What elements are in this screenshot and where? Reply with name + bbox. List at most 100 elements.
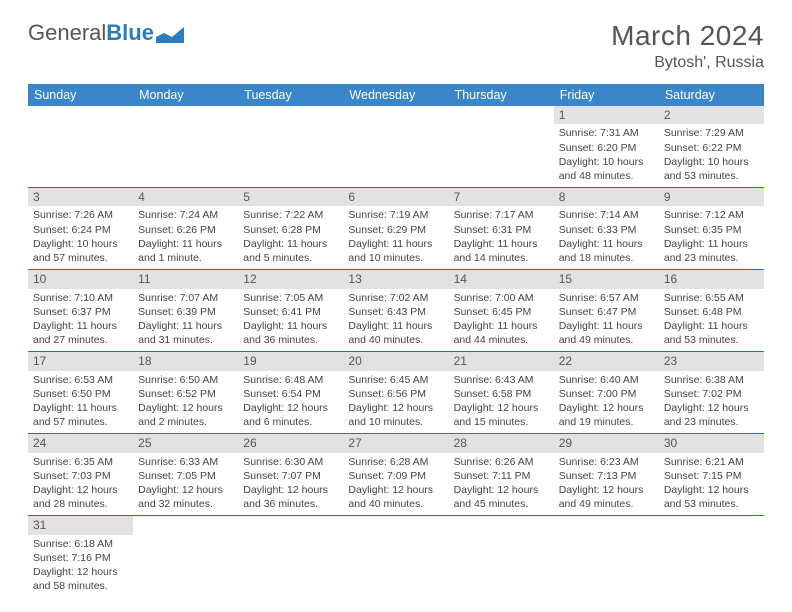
day-header: Friday — [554, 84, 659, 106]
day-info: Sunrise: 6:33 AMSunset: 7:05 PMDaylight:… — [133, 453, 238, 516]
day-info-line: Sunset: 6:52 PM — [138, 387, 233, 401]
calendar-cell: 22Sunrise: 6:40 AMSunset: 7:00 PMDayligh… — [554, 352, 659, 434]
calendar-row: 24Sunrise: 6:35 AMSunset: 7:03 PMDayligh… — [28, 434, 764, 516]
day-number: 11 — [133, 270, 238, 288]
day-info-line: Sunrise: 6:48 AM — [243, 373, 338, 387]
month-title: March 2024 — [611, 20, 764, 52]
day-info-line: Sunset: 6:58 PM — [454, 387, 549, 401]
day-number: 9 — [659, 188, 764, 206]
calendar-cell: 21Sunrise: 6:43 AMSunset: 6:58 PMDayligh… — [449, 352, 554, 434]
calendar-cell — [343, 106, 448, 188]
day-info: Sunrise: 6:18 AMSunset: 7:16 PMDaylight:… — [28, 535, 133, 598]
day-info-line: and 53 minutes. — [664, 333, 759, 347]
day-info-line: Daylight: 12 hours — [33, 565, 128, 579]
day-info-line: and 23 minutes. — [664, 251, 759, 265]
day-number: 18 — [133, 352, 238, 370]
day-info-line: Daylight: 11 hours — [33, 401, 128, 415]
day-info: Sunrise: 7:24 AMSunset: 6:26 PMDaylight:… — [133, 206, 238, 269]
day-info-line: Daylight: 12 hours — [664, 483, 759, 497]
day-info-line: Sunset: 7:02 PM — [664, 387, 759, 401]
day-info: Sunrise: 7:14 AMSunset: 6:33 PMDaylight:… — [554, 206, 659, 269]
calendar-cell: 23Sunrise: 6:38 AMSunset: 7:02 PMDayligh… — [659, 352, 764, 434]
day-number: 20 — [343, 352, 448, 370]
logo-text-a: General — [28, 20, 106, 46]
day-info-line: Sunrise: 6:40 AM — [559, 373, 654, 387]
day-number: 30 — [659, 434, 764, 452]
day-info-line: Sunrise: 7:07 AM — [138, 291, 233, 305]
day-info-line: Daylight: 11 hours — [138, 319, 233, 333]
day-header: Tuesday — [238, 84, 343, 106]
day-info-line: and 57 minutes. — [33, 251, 128, 265]
day-info-line: Daylight: 11 hours — [559, 319, 654, 333]
day-info-line: Sunset: 7:11 PM — [454, 469, 549, 483]
day-info-line: Sunset: 6:50 PM — [33, 387, 128, 401]
day-info: Sunrise: 7:07 AMSunset: 6:39 PMDaylight:… — [133, 289, 238, 352]
day-info-line: Sunrise: 7:12 AM — [664, 208, 759, 222]
day-info-line: and 40 minutes. — [348, 497, 443, 511]
calendar-cell — [343, 516, 448, 598]
calendar-cell: 6Sunrise: 7:19 AMSunset: 6:29 PMDaylight… — [343, 188, 448, 270]
calendar-cell: 29Sunrise: 6:23 AMSunset: 7:13 PMDayligh… — [554, 434, 659, 516]
day-header: Sunday — [28, 84, 133, 106]
day-info: Sunrise: 6:38 AMSunset: 7:02 PMDaylight:… — [659, 371, 764, 434]
day-number: 22 — [554, 352, 659, 370]
title-block: March 2024 Bytosh', Russia — [611, 20, 764, 72]
day-info-line: Sunrise: 7:10 AM — [33, 291, 128, 305]
calendar-row: 10Sunrise: 7:10 AMSunset: 6:37 PMDayligh… — [28, 270, 764, 352]
day-info-line: Sunrise: 6:55 AM — [664, 291, 759, 305]
calendar-cell: 27Sunrise: 6:28 AMSunset: 7:09 PMDayligh… — [343, 434, 448, 516]
day-info: Sunrise: 7:05 AMSunset: 6:41 PMDaylight:… — [238, 289, 343, 352]
calendar-cell: 11Sunrise: 7:07 AMSunset: 6:39 PMDayligh… — [133, 270, 238, 352]
day-header-row: Sunday Monday Tuesday Wednesday Thursday… — [28, 84, 764, 106]
day-info-line: Sunset: 6:20 PM — [559, 141, 654, 155]
calendar-cell: 10Sunrise: 7:10 AMSunset: 6:37 PMDayligh… — [28, 270, 133, 352]
day-info-line: Sunrise: 6:18 AM — [33, 537, 128, 551]
logo-text-b: Blue — [106, 20, 154, 46]
day-info: Sunrise: 6:45 AMSunset: 6:56 PMDaylight:… — [343, 371, 448, 434]
day-info-line: Daylight: 10 hours — [664, 155, 759, 169]
day-info-line: Sunrise: 7:24 AM — [138, 208, 233, 222]
day-info-line: and 31 minutes. — [138, 333, 233, 347]
day-info-line: Sunrise: 6:57 AM — [559, 291, 654, 305]
day-info-line: Daylight: 11 hours — [454, 237, 549, 251]
day-number: 6 — [343, 188, 448, 206]
day-info: Sunrise: 6:21 AMSunset: 7:15 PMDaylight:… — [659, 453, 764, 516]
day-info: Sunrise: 6:26 AMSunset: 7:11 PMDaylight:… — [449, 453, 554, 516]
day-info-line: Daylight: 12 hours — [243, 401, 338, 415]
day-info: Sunrise: 6:50 AMSunset: 6:52 PMDaylight:… — [133, 371, 238, 434]
day-info-line: and 23 minutes. — [664, 415, 759, 429]
day-info-line: Daylight: 11 hours — [348, 237, 443, 251]
day-info-line: and 6 minutes. — [243, 415, 338, 429]
day-info: Sunrise: 7:26 AMSunset: 6:24 PMDaylight:… — [28, 206, 133, 269]
calendar-cell: 31Sunrise: 6:18 AMSunset: 7:16 PMDayligh… — [28, 516, 133, 598]
calendar-cell: 18Sunrise: 6:50 AMSunset: 6:52 PMDayligh… — [133, 352, 238, 434]
day-info-line: and 19 minutes. — [559, 415, 654, 429]
day-info-line: Daylight: 11 hours — [33, 319, 128, 333]
calendar-cell — [238, 516, 343, 598]
day-info-line: Sunrise: 7:17 AM — [454, 208, 549, 222]
day-header: Saturday — [659, 84, 764, 106]
calendar-cell: 7Sunrise: 7:17 AMSunset: 6:31 PMDaylight… — [449, 188, 554, 270]
day-info: Sunrise: 7:00 AMSunset: 6:45 PMDaylight:… — [449, 289, 554, 352]
calendar-row: 31Sunrise: 6:18 AMSunset: 7:16 PMDayligh… — [28, 516, 764, 598]
day-info-line: Sunrise: 6:26 AM — [454, 455, 549, 469]
day-info-line: Daylight: 11 hours — [664, 319, 759, 333]
day-info-line: and 40 minutes. — [348, 333, 443, 347]
day-info-line: Daylight: 11 hours — [348, 319, 443, 333]
day-number: 24 — [28, 434, 133, 452]
day-number: 26 — [238, 434, 343, 452]
calendar-table: Sunday Monday Tuesday Wednesday Thursday… — [28, 84, 764, 597]
header: GeneralBlue March 2024 Bytosh', Russia — [28, 20, 764, 72]
day-info-line: and 36 minutes. — [243, 333, 338, 347]
day-info-line: Sunrise: 7:05 AM — [243, 291, 338, 305]
day-info-line: Sunrise: 6:38 AM — [664, 373, 759, 387]
day-number: 1 — [554, 106, 659, 124]
day-info: Sunrise: 7:17 AMSunset: 6:31 PMDaylight:… — [449, 206, 554, 269]
calendar-row: 1 Sunrise: 7:31 AMSunset: 6:20 PM Daylight… — [28, 106, 764, 188]
day-info: Sunrise: 6:23 AMSunset: 7:13 PMDaylight:… — [554, 453, 659, 516]
day-number: 14 — [449, 270, 554, 288]
day-number: 2 — [659, 106, 764, 124]
day-number: 19 — [238, 352, 343, 370]
calendar-cell — [133, 106, 238, 188]
day-info-line: Sunrise: 7:31 AM — [559, 126, 654, 140]
